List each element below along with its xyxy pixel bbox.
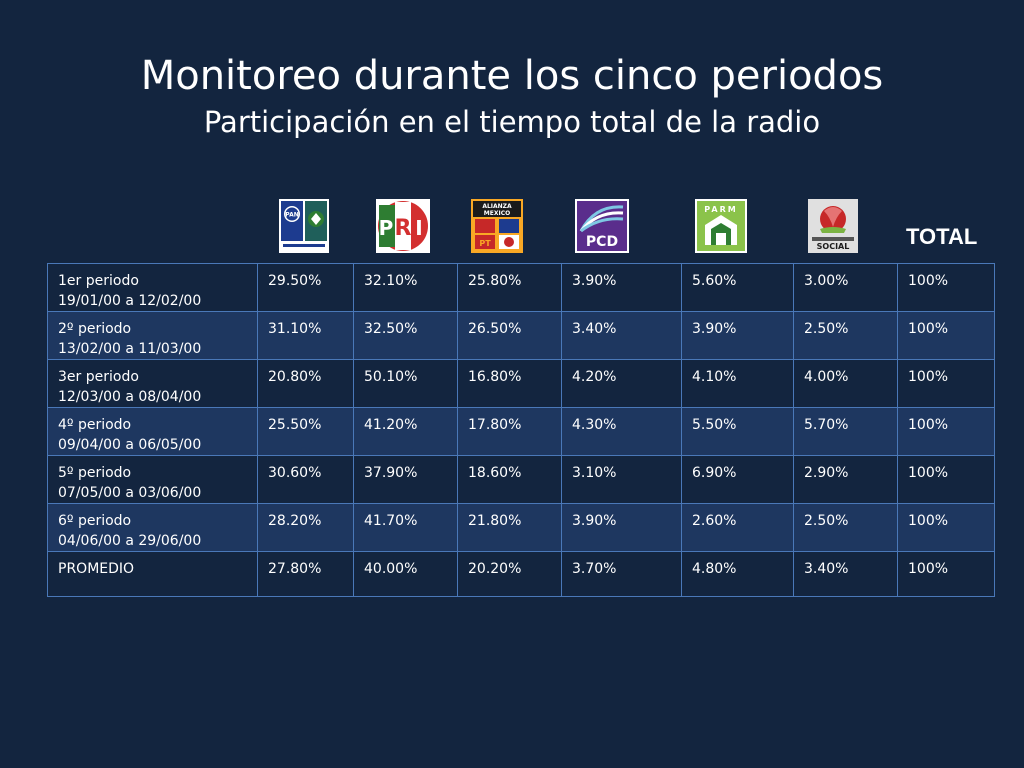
democracia-social-logo-icon: SOCIAL xyxy=(808,199,858,253)
period-dates: 12/03/00 a 08/04/00 xyxy=(58,389,202,405)
value-cell: 3.40% xyxy=(561,311,682,360)
total-cell: 100% xyxy=(897,359,995,408)
pri-logo-icon: R P I xyxy=(376,199,430,253)
value-cell: 28.20% xyxy=(257,503,354,552)
value-cell: 25.50% xyxy=(257,407,354,456)
value-cell: 26.50% xyxy=(457,311,562,360)
svg-text:R: R xyxy=(395,216,412,241)
value-cell: 3.40% xyxy=(793,551,898,597)
svg-text:ALIANZA: ALIANZA xyxy=(482,203,512,210)
value-cell: 3.10% xyxy=(561,455,682,504)
total-cell: 100% xyxy=(897,407,995,456)
value-cell: 3.70% xyxy=(561,551,682,597)
results-table: 1er periodo 19/01/00 a 12/02/00 29.50% 32.1… xyxy=(47,263,995,597)
period-dates: 19/01/00 a 12/02/00 xyxy=(58,293,202,309)
period-label: 2º periodo xyxy=(58,321,132,337)
value-cell: 21.80% xyxy=(457,503,562,552)
svg-text:MEXICO: MEXICO xyxy=(484,210,510,217)
svg-text:I: I xyxy=(415,216,422,240)
svg-text:PCD: PCD xyxy=(586,234,618,250)
period-label: 3er periodo xyxy=(58,369,139,385)
value-cell: 41.70% xyxy=(353,503,458,552)
value-cell: 18.60% xyxy=(457,455,562,504)
value-cell: 4.00% xyxy=(793,359,898,408)
value-cell: 27.80% xyxy=(257,551,354,597)
value-cell: 4.30% xyxy=(561,407,682,456)
value-cell: 17.80% xyxy=(457,407,562,456)
table-row: 2º periodo 13/02/00 a 11/03/00 31.10% 32.50… xyxy=(47,311,995,360)
table-row: 6º periodo 04/06/00 a 29/06/00 28.20% 41.70… xyxy=(47,503,995,552)
value-cell: 4.20% xyxy=(561,359,682,408)
value-cell: 5.50% xyxy=(681,407,794,456)
svg-text:SOCIAL: SOCIAL xyxy=(817,242,850,251)
value-cell: 3.90% xyxy=(561,503,682,552)
table-row: 1er periodo 19/01/00 a 12/02/00 29.50% 32.1… xyxy=(47,263,995,312)
value-cell: 2.50% xyxy=(793,311,898,360)
total-cell: 100% xyxy=(897,503,995,552)
table-row: 3er periodo 12/03/00 a 08/04/00 20.80% 50.1… xyxy=(47,359,995,408)
value-cell: 2.50% xyxy=(793,503,898,552)
total-cell: 100% xyxy=(897,311,995,360)
pan-logo-icon: PAN xyxy=(279,199,329,253)
value-cell: 4.10% xyxy=(681,359,794,408)
period-cell: PROMEDIO xyxy=(47,551,258,597)
value-cell: 2.60% xyxy=(681,503,794,552)
period-dates: 04/06/00 a 29/06/00 xyxy=(58,533,202,549)
value-cell: 20.20% xyxy=(457,551,562,597)
period-cell: 4º periodo 09/04/00 a 06/05/00 xyxy=(47,407,258,456)
svg-text:P: P xyxy=(379,216,394,240)
period-cell: 6º periodo 04/06/00 a 29/06/00 xyxy=(47,503,258,552)
value-cell: 32.10% xyxy=(353,263,458,312)
value-cell: 20.80% xyxy=(257,359,354,408)
value-cell: 3.00% xyxy=(793,263,898,312)
value-cell: 32.50% xyxy=(353,311,458,360)
total-cell: 100% xyxy=(897,455,995,504)
value-cell: 2.90% xyxy=(793,455,898,504)
total-cell: 100% xyxy=(897,263,995,312)
period-label: PROMEDIO xyxy=(58,561,135,577)
period-label: 6º periodo xyxy=(58,513,132,529)
value-cell: 41.20% xyxy=(353,407,458,456)
total-column-header: TOTAL xyxy=(906,224,978,249)
value-cell: 40.00% xyxy=(353,551,458,597)
period-cell: 5º periodo 07/05/00 a 03/06/00 xyxy=(47,455,258,504)
alianza-mexico-logo-icon: ALIANZA MEXICO PT xyxy=(471,199,523,253)
value-cell: 50.10% xyxy=(353,359,458,408)
period-label: 4º periodo xyxy=(58,417,132,433)
period-label: 5º periodo xyxy=(58,465,132,481)
slide-subtitle: Participación en el tiempo total de la r… xyxy=(203,105,821,139)
value-cell: 37.90% xyxy=(353,455,458,504)
parm-logo-icon: PARM xyxy=(695,199,747,253)
period-cell: 1er periodo 19/01/00 a 12/02/00 xyxy=(47,263,258,312)
svg-text:PARM: PARM xyxy=(704,205,737,214)
value-cell: 6.90% xyxy=(681,455,794,504)
table-row: 5º periodo 07/05/00 a 03/06/00 30.60% 37.90… xyxy=(47,455,995,504)
value-cell: 3.90% xyxy=(561,263,682,312)
value-cell: 29.50% xyxy=(257,263,354,312)
value-cell: 16.80% xyxy=(457,359,562,408)
value-cell: 31.10% xyxy=(257,311,354,360)
slide-title: Monitoreo durante los cinco periodos xyxy=(140,53,884,99)
value-cell: 25.80% xyxy=(457,263,562,312)
total-cell: 100% xyxy=(897,551,995,597)
period-label: 1er periodo xyxy=(58,273,139,289)
period-dates: 13/02/00 a 11/03/00 xyxy=(58,341,202,357)
period-dates: 09/04/00 a 06/05/00 xyxy=(58,437,202,453)
value-cell: 3.90% xyxy=(681,311,794,360)
value-cell: 4.80% xyxy=(681,551,794,597)
value-cell: 5.70% xyxy=(793,407,898,456)
table-row: PROMEDIO 27.80% 40.00% 20.20% 3.70% 4.80% 3.40… xyxy=(47,551,995,597)
svg-text:PAN: PAN xyxy=(285,212,299,219)
period-dates: 07/05/00 a 03/06/00 xyxy=(58,485,202,501)
value-cell: 5.60% xyxy=(681,263,794,312)
period-cell: 2º periodo 13/02/00 a 11/03/00 xyxy=(47,311,258,360)
table-row: 4º periodo 09/04/00 a 06/05/00 25.50% 41.20… xyxy=(47,407,995,456)
value-cell: 30.60% xyxy=(257,455,354,504)
pcd-logo-icon: PCD xyxy=(575,199,629,253)
svg-text:PT: PT xyxy=(479,239,491,248)
period-cell: 3er periodo 12/03/00 a 08/04/00 xyxy=(47,359,258,408)
